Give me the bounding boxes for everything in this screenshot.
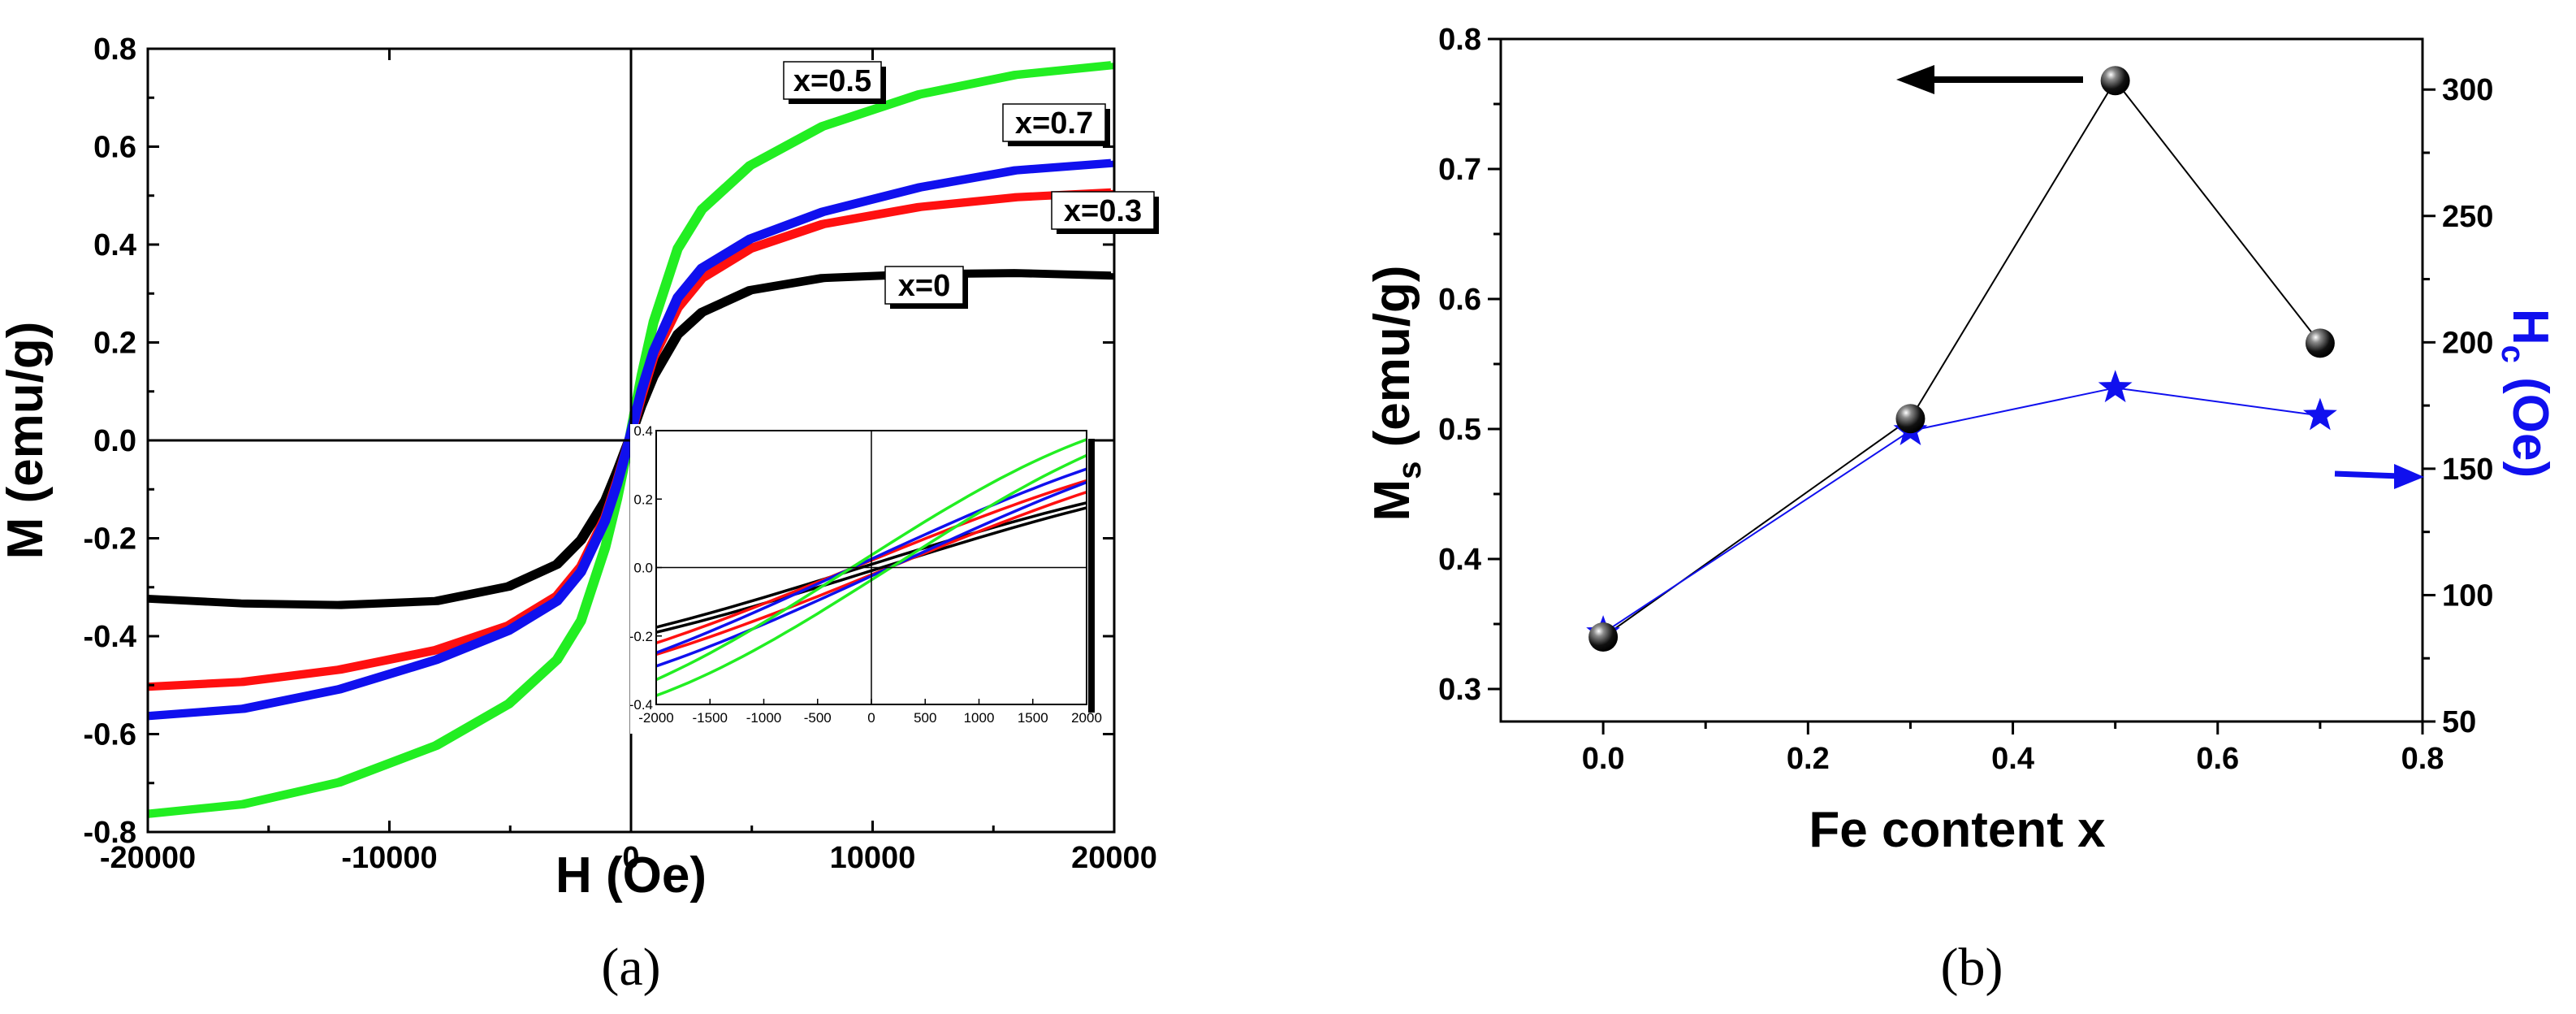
inset-y-tick-label: 0.4	[633, 423, 653, 439]
y-tick-label: 0.3	[1438, 673, 1481, 707]
y2-tick-label: 300	[2442, 73, 2493, 107]
inset-y-tick-label: -0.4	[629, 697, 653, 713]
hc-point	[2303, 397, 2337, 431]
series-label-x=0.3: x=0.3	[1064, 194, 1142, 228]
x-tick-label: 10000	[830, 841, 916, 875]
ms-units: (emu/g)	[1364, 265, 1420, 461]
x-tick-label: -10000	[341, 841, 437, 875]
inset-y-tick-label: 0.2	[633, 492, 653, 507]
label-box	[1002, 103, 1106, 142]
hc-label: H	[2502, 309, 2558, 345]
panel-a-axes: -20000 -10000 0 10000 20000-0.8-0.6-0.4-0.20…	[84, 32, 1157, 875]
series-label-x=0.5: x=0.5	[793, 64, 871, 98]
panel-a-caption: (a)	[601, 938, 660, 997]
y-tick-label: -0.2	[84, 522, 136, 557]
panel-b-axes: 0.0 0.2 0.4 0.6 0.80.30.40.50.60.70.85010015…	[1438, 23, 2493, 776]
inset-x-tick-label: -2000	[638, 710, 673, 726]
x-axis-label-b: Fe content x	[1809, 802, 2106, 858]
y-tick-label: -0.6	[84, 718, 136, 752]
x-tick-label: 0.4	[1991, 742, 2034, 776]
y-tick-label: -0.4	[84, 620, 136, 654]
ms-point	[2100, 66, 2130, 96]
ms-line	[1602, 79, 2321, 638]
x-tick-label: 0.8	[2401, 742, 2444, 776]
series-label-x=0: x=0	[898, 269, 950, 303]
y2-tick-label: 200	[2442, 326, 2493, 360]
y-tick-label: 0.8	[1438, 23, 1481, 57]
y-tick-label: 0.4	[93, 228, 136, 262]
panel-b-series	[1586, 65, 2424, 652]
y-tick-label: 0.2	[93, 327, 136, 361]
y-tick-label: 0.0	[93, 424, 136, 458]
y-tick-label: 0.6	[1438, 283, 1481, 317]
left-axis-arrowhead	[1896, 65, 1934, 94]
inset-x-tick-label: -500	[804, 710, 832, 726]
y-axis-label-left: Ms (emu/g)	[1364, 265, 1428, 521]
x-axis-label: H (Oe)	[555, 847, 707, 904]
plot-frame-b	[1499, 37, 2424, 723]
y2-tick-label: 250	[2442, 200, 2493, 234]
y-tick-label: 0.4	[1438, 543, 1481, 577]
inset-x-tick-label: 500	[914, 710, 936, 726]
label-box	[783, 61, 882, 100]
panel-b-chart: 0.0 0.2 0.4 0.6 0.80.30.40.50.60.70.85010015…	[1364, 23, 2558, 997]
inset-chart: -2000 -1500 -1000 -500 0 500 1000 1500 2000 -0.4 -…	[629, 423, 1102, 734]
ms-point	[2305, 328, 2335, 358]
y2-tick-label: 50	[2442, 705, 2476, 739]
ms-label: M	[1364, 479, 1420, 522]
inset-y-tick-label: 0.0	[633, 561, 653, 576]
ms-point	[1895, 404, 1926, 434]
y2-tick-label: 100	[2442, 578, 2493, 613]
inset-y-tick-label: -0.2	[629, 629, 653, 644]
x-tick-label: 0.2	[1787, 742, 1830, 776]
label-box	[1051, 191, 1155, 230]
hc-point	[2098, 370, 2133, 403]
x-tick-label: 20000	[1071, 841, 1157, 875]
right-axis-arrowhead	[2394, 464, 2424, 489]
inset-x-tick-label: 1500	[1018, 710, 1048, 726]
label-box	[884, 266, 964, 305]
x-tick-label: 0.6	[2196, 742, 2239, 776]
y-tick-label: 0.7	[1438, 153, 1481, 187]
y-axis-label-right: Hc (Oe)	[2495, 309, 2558, 478]
hc-units: (Oe)	[2502, 363, 2558, 478]
y-tick-label: 0.5	[1438, 413, 1481, 447]
ms-subscript: s	[1392, 462, 1428, 479]
hc-subscript: c	[2495, 345, 2531, 363]
inset-x-tick-label: 1000	[964, 710, 995, 726]
inset-x-tick-label: -1000	[746, 710, 781, 726]
y-tick-label: 0.6	[93, 131, 136, 165]
inset-x-tick-label: -1500	[693, 710, 728, 726]
panel-b-caption: (b)	[1941, 938, 2003, 997]
series-label-x=0.7: x=0.7	[1015, 106, 1093, 141]
ms-point	[1588, 622, 1619, 652]
y2-tick-label: 150	[2442, 453, 2493, 487]
inset-x-tick-label: 0	[867, 710, 875, 726]
y-axis-label: M (emu/g)	[0, 322, 54, 560]
series-labels: x=0.5 x=0.7 x=0.3 x=0	[783, 61, 1159, 309]
x-tick-label: 0	[622, 841, 639, 875]
inset-x-tick-label: 2000	[1071, 710, 1102, 726]
panel-a-chart: -20000 -10000 0 10000 20000-0.8-0.6-0.4-0.20…	[0, 32, 1159, 997]
y-tick-label: -0.8	[84, 816, 136, 850]
y-tick-label: 0.8	[93, 32, 136, 67]
hc-line	[1602, 387, 2321, 634]
x-tick-label: -20000	[100, 841, 196, 875]
right-axis-arrow	[2334, 470, 2401, 479]
x-tick-label: 0.0	[1582, 742, 1625, 776]
